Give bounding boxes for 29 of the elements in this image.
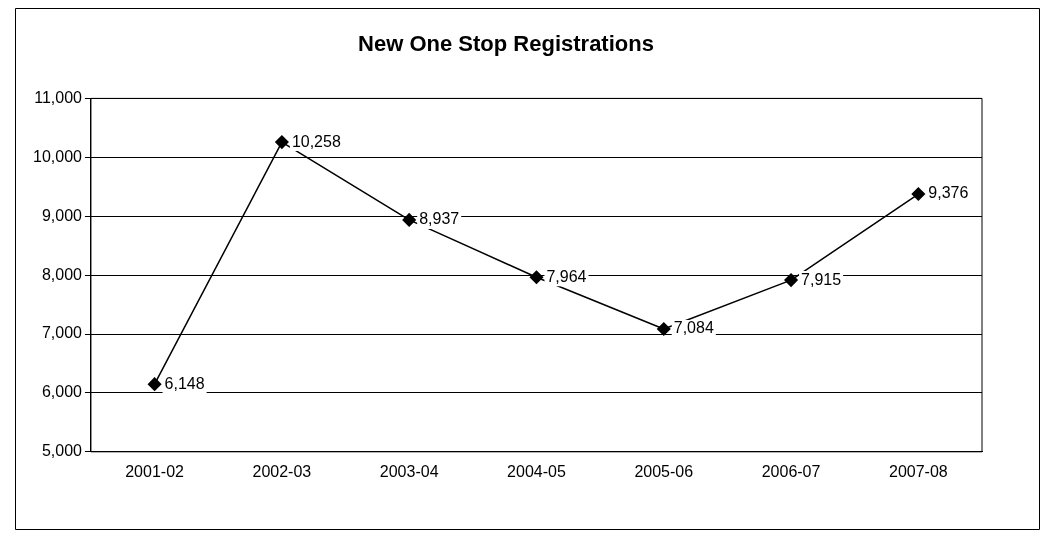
x-tick-label: 2003-04 xyxy=(379,462,439,480)
y-tick-label: 5,000 xyxy=(41,442,83,460)
data-label: 6,148 xyxy=(164,374,205,392)
x-tick-label: 2002-03 xyxy=(252,462,312,480)
y-tick-label: 10,000 xyxy=(33,147,83,165)
data-label: 7,964 xyxy=(546,267,587,285)
point xyxy=(784,273,798,287)
point xyxy=(529,270,544,284)
x-tick-label: 2004-05 xyxy=(507,462,566,480)
data-label: 7,084 xyxy=(673,319,714,337)
y-tick-label: 8,000 xyxy=(41,265,83,283)
point xyxy=(275,135,289,149)
x-tick-label: 2001-02 xyxy=(125,462,185,480)
point xyxy=(911,187,926,201)
point xyxy=(657,322,671,336)
point xyxy=(402,213,416,227)
data-label: 8,937 xyxy=(419,210,460,228)
x-tick-label: 2007-08 xyxy=(888,462,948,480)
x-tick-label: 2006-07 xyxy=(761,462,821,480)
point xyxy=(147,377,162,391)
y-tick-label: 7,000 xyxy=(41,324,83,342)
data-label: 10,258 xyxy=(291,132,341,150)
y-tick-label: 9,000 xyxy=(41,206,83,224)
x-tick-label: 2005-06 xyxy=(634,462,694,480)
chart-title: New One Stop Registrations xyxy=(358,31,654,57)
y-tick-label: 11,000 xyxy=(34,88,83,106)
y-tick-label: 6,000 xyxy=(41,383,83,401)
data-label: 7,915 xyxy=(801,270,842,288)
data-label: 9,376 xyxy=(928,184,969,202)
